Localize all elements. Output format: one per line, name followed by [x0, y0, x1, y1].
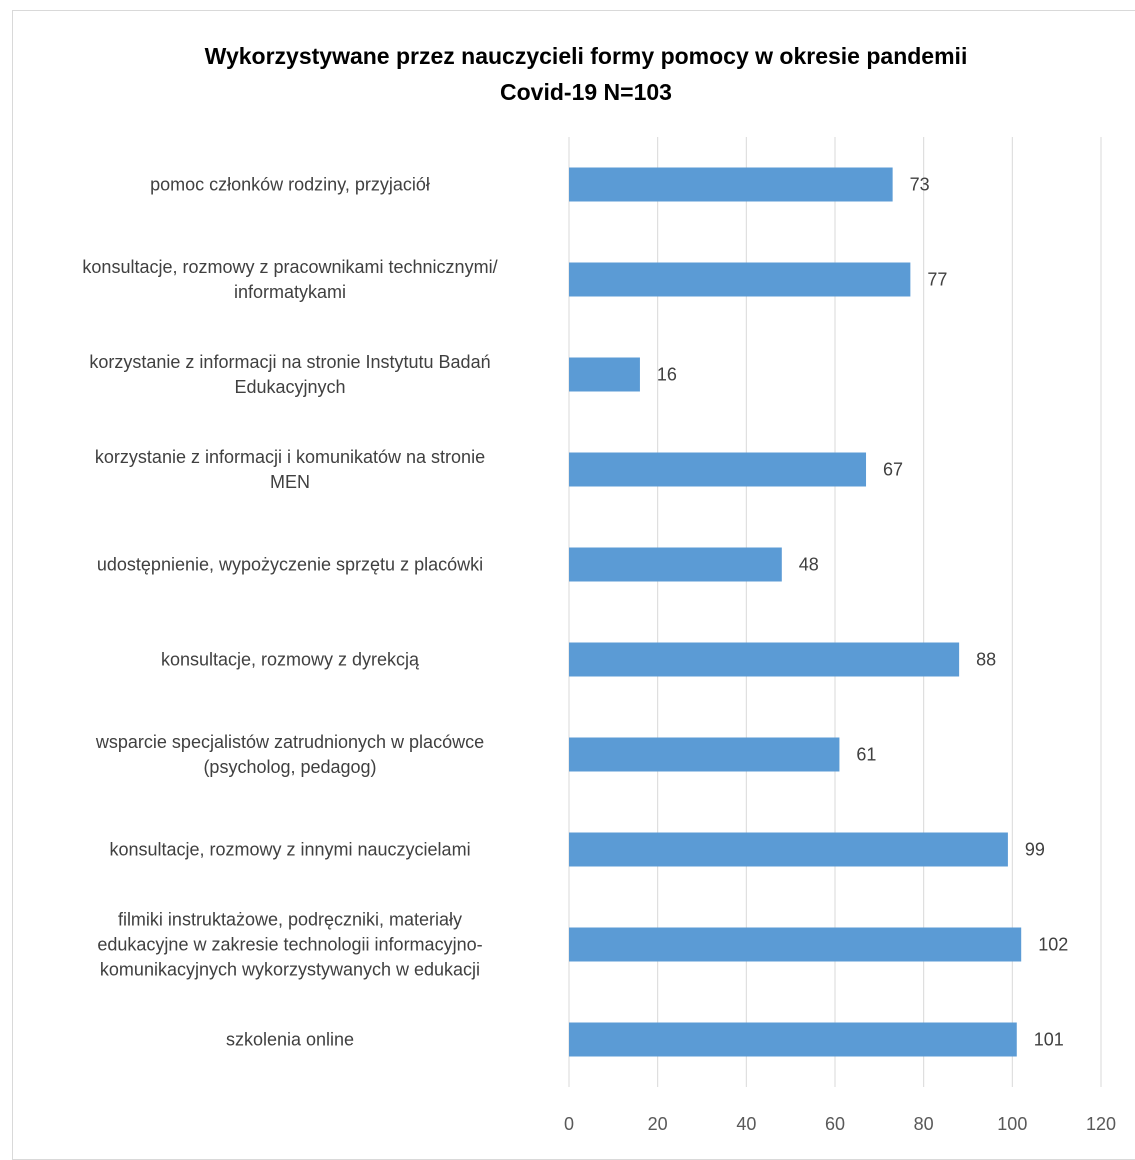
- bar: [569, 642, 960, 677]
- data-label: 102: [1038, 935, 1068, 955]
- chart-frame: [12, 10, 1135, 1160]
- category-label: konsultacje, rozmowy z dyrekcją: [161, 650, 420, 670]
- x-tick-label: 80: [914, 1114, 934, 1134]
- data-label: 16: [657, 365, 677, 385]
- category-label: Edukacyjnych: [234, 377, 345, 397]
- category-label: edukacyjne w zakresie technologii inform…: [97, 935, 482, 955]
- bar: [569, 547, 782, 582]
- data-label: 88: [976, 650, 996, 670]
- x-tick-label: 40: [736, 1114, 756, 1134]
- data-label: 61: [856, 745, 876, 765]
- chart-title: Wykorzystywane przez nauczycieli formy p…: [0, 38, 1135, 110]
- bar: [569, 832, 1008, 867]
- x-tick-label: 60: [825, 1114, 845, 1134]
- data-label: 77: [927, 270, 947, 290]
- bar: [569, 357, 640, 392]
- category-label: MEN: [270, 472, 310, 492]
- x-tick-label: 120: [1086, 1114, 1116, 1134]
- bar: [569, 737, 840, 772]
- category-label: korzystanie z informacji na stronie Inst…: [89, 352, 490, 372]
- category-label: konsultacje, rozmowy z pracownikami tech…: [82, 257, 497, 277]
- category-label: informatykami: [234, 282, 346, 302]
- data-label: 67: [883, 460, 903, 480]
- category-label: szkolenia online: [226, 1030, 354, 1050]
- bar: [569, 927, 1022, 962]
- category-label: konsultacje, rozmowy z innymi nauczyciel…: [109, 840, 470, 860]
- x-tick-label: 100: [997, 1114, 1027, 1134]
- category-label: (psycholog, pedagog): [203, 757, 376, 777]
- category-label: udostępnienie, wypożyczenie sprzętu z pl…: [97, 555, 483, 575]
- data-label: 48: [799, 555, 819, 575]
- bar: [569, 452, 867, 487]
- data-label: 99: [1025, 840, 1045, 860]
- bar: [569, 262, 911, 297]
- category-label: filmiki instruktażowe, podręczniki, mate…: [118, 910, 462, 930]
- category-label: pomoc członków rodziny, przyjaciół: [150, 175, 430, 195]
- category-label: komunikacyjnych wykorzystywanych w eduka…: [100, 960, 480, 980]
- category-label: korzystanie z informacji i komunikatów n…: [95, 447, 485, 467]
- data-label: 101: [1034, 1030, 1064, 1050]
- bar: [569, 167, 893, 202]
- category-label: wsparcie specjalistów zatrudnionych w pl…: [95, 732, 484, 752]
- chart-title-line-2: Covid-19 N=103: [500, 79, 672, 105]
- data-label: 73: [910, 175, 930, 195]
- x-tick-label: 0: [564, 1114, 574, 1134]
- x-tick-label: 20: [648, 1114, 668, 1134]
- bar: [569, 1022, 1017, 1057]
- chart-title-line-1: Wykorzystywane przez nauczycieli formy p…: [204, 43, 968, 69]
